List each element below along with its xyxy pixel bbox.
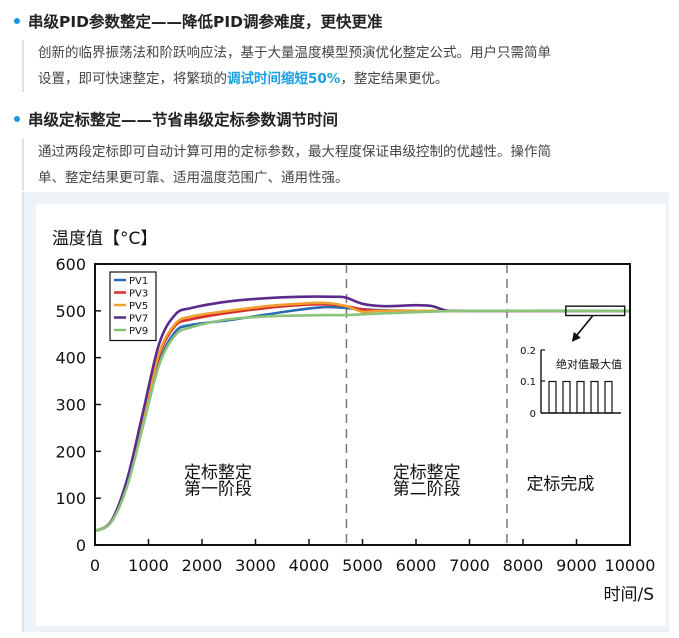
phase-label-2: 定标整定 bbox=[393, 463, 461, 483]
series-line-pv1 bbox=[94, 305, 630, 533]
inset-y-tick-label: 0.2 bbox=[520, 346, 536, 357]
series-line-pv3 bbox=[94, 302, 630, 533]
legend-label-pv3: PV3 bbox=[129, 289, 148, 300]
bullet-icon bbox=[14, 17, 20, 24]
section-description: 通过两段定标即可自动计算可用的定标参数，最大程度保证串级控制的优越性。操作简 单… bbox=[22, 139, 679, 191]
x-tick-label: 7000 bbox=[449, 556, 490, 575]
phase-label-1: 定标整定 bbox=[184, 463, 252, 483]
inset-bar bbox=[604, 380, 613, 414]
y-tick-label: 200 bbox=[55, 442, 86, 461]
description-line-2: 单、整定结果更可靠、适用温度范围广、通用性强。 bbox=[38, 170, 349, 186]
phase-label-3: 定标完成 bbox=[526, 475, 594, 495]
zoom-arrowhead bbox=[571, 331, 581, 342]
x-tick-label: 8000 bbox=[503, 556, 544, 575]
y-tick-label: 600 bbox=[55, 255, 86, 274]
phase-sublabel-2: 第二阶段 bbox=[393, 479, 461, 499]
legend-label-pv5: PV5 bbox=[129, 301, 148, 312]
highlight-text: 调试时间缩短50% bbox=[227, 71, 341, 87]
y-tick-label: 0 bbox=[76, 536, 86, 555]
description-line-1: 创新的临界振荡法和阶跃响应法，基于大量温度模型预演优化整定公式。用户只需简单 bbox=[38, 45, 551, 61]
series-line-pv7 bbox=[94, 295, 630, 533]
y-tick-label: 400 bbox=[55, 349, 86, 368]
x-tick-label: 1000 bbox=[128, 556, 169, 575]
bullet-icon bbox=[14, 115, 20, 122]
section-title-text: 串级PID参数整定——降低PID调参难度，更快更准 bbox=[28, 13, 383, 31]
x-tick-label: 4000 bbox=[289, 556, 330, 575]
legend-label-pv1: PV1 bbox=[129, 276, 148, 287]
x-tick-label: 2000 bbox=[182, 556, 223, 575]
section-title: 串级定标整定——节省串级定标参数调节时间 bbox=[14, 108, 338, 130]
x-tick-label: 0 bbox=[90, 556, 100, 575]
x-tick-label: 3000 bbox=[235, 556, 276, 575]
legend-label-pv9: PV9 bbox=[129, 326, 148, 337]
legend-label-pv7: PV7 bbox=[129, 314, 148, 325]
y-tick-label: 500 bbox=[55, 302, 86, 321]
y-axis-label: 温度值【°C】 bbox=[52, 229, 157, 249]
inset-y-tick-label: 0.1 bbox=[520, 377, 536, 388]
inset-y-tick-label: 0 bbox=[530, 409, 536, 420]
section-title-text: 串级定标整定——节省串级定标参数调节时间 bbox=[28, 111, 339, 129]
zoom-box bbox=[565, 305, 626, 317]
description-line-2: 设置，即可快速整定，将繁琐的调试时间缩短50%，整定结果更优。 bbox=[38, 71, 449, 87]
inset-bar bbox=[562, 380, 571, 414]
section-title: 串级PID参数整定——降低PID调参难度，更快更准 bbox=[14, 10, 383, 32]
y-tick-label: 100 bbox=[55, 489, 86, 508]
series-line-pv9 bbox=[94, 309, 631, 533]
phase-sublabel-1: 第一阶段 bbox=[184, 479, 252, 499]
inset-bar bbox=[548, 380, 557, 414]
x-tick-label: 5000 bbox=[342, 556, 383, 575]
x-tick-label: 10000 bbox=[605, 556, 656, 575]
section-description: 创新的临界振荡法和阶跃响应法，基于大量温度模型预演优化整定公式。用户只需简单 设… bbox=[22, 40, 679, 92]
y-tick-label: 300 bbox=[55, 396, 86, 415]
x-axis-label: 时间/S bbox=[603, 585, 654, 605]
x-tick-label: 6000 bbox=[396, 556, 437, 575]
inset-label: 绝对值最大值 bbox=[556, 357, 622, 371]
plot-frame bbox=[94, 263, 631, 546]
x-tick-label: 9000 bbox=[556, 556, 597, 575]
inset-bar bbox=[590, 380, 599, 414]
chart-card: 温度值【°C】 时间/S 0 100 200 300 400 500 600 0 1000 2000 3… bbox=[36, 204, 666, 626]
inset-bar bbox=[576, 380, 585, 414]
description-line-1: 通过两段定标即可自动计算可用的定标参数，最大程度保证串级控制的优越性。操作简 bbox=[38, 144, 551, 160]
